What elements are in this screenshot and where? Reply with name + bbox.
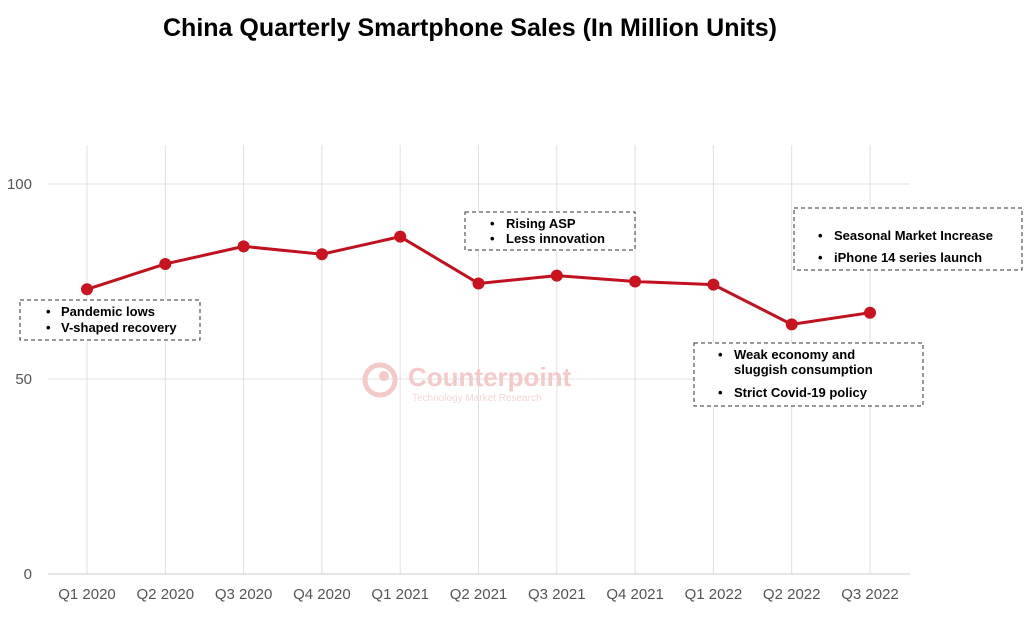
x-tick-label: Q3 2022: [841, 586, 899, 603]
y-tick-label: 100: [7, 176, 32, 193]
data-point: [394, 230, 407, 243]
x-tick-label: Q2 2020: [137, 586, 195, 603]
data-point: [864, 306, 876, 319]
x-tick-label: Q4 2021: [606, 586, 664, 603]
annotation-bullet: •: [490, 216, 495, 231]
annotation-bullet: •: [718, 347, 723, 362]
x-tick-label: Q2 2022: [763, 586, 821, 603]
data-point: [159, 257, 172, 270]
watermark-brand: Counterpoint: [408, 362, 572, 392]
x-axis: Q1 2020 Q2 2020 Q3 2020 Q4 2020 Q1 2021 Q2 20…: [58, 586, 899, 603]
annotation-pandemic: • Pandemic lows • V-shaped recovery: [19, 299, 201, 341]
x-tick-label: Q4 2020: [293, 586, 351, 603]
annotation-seasonal: • Seasonal Market Increase • iPhone 14 s…: [793, 207, 1023, 271]
x-tick-label: Q1 2020: [58, 586, 116, 603]
annotation-line: Less innovation: [506, 231, 605, 246]
annotation-line: Pandemic lows: [61, 304, 155, 319]
annotation-bullet: •: [818, 228, 823, 243]
chart-title: China Quarterly Smartphone Sales (In Mil…: [163, 14, 777, 42]
data-point: [550, 269, 563, 282]
y-tick-label: 0: [24, 566, 32, 583]
annotation-line: V-shaped recovery: [61, 320, 177, 335]
x-tick-label: Q2 2021: [450, 586, 508, 603]
data-point: [472, 277, 485, 290]
annotation-bullet: •: [46, 304, 51, 319]
annotation-bullet: •: [46, 320, 51, 335]
annotation-line: Seasonal Market Increase: [834, 228, 993, 243]
data-point: [785, 318, 798, 331]
annotation-economy: • Weak economy and sluggish consumption …: [693, 342, 924, 407]
x-tick-label: Q3 2020: [215, 586, 273, 603]
watermark: Counterpoint Technology Market Research: [362, 362, 572, 404]
y-axis: 0 50 100: [7, 176, 32, 583]
data-point: [81, 283, 93, 296]
x-tick-label: Q1 2022: [685, 586, 743, 603]
annotation-line: Weak economy and: [734, 347, 855, 362]
x-tick-label: Q1 2021: [371, 586, 429, 603]
counterpoint-logo-icon: [362, 362, 398, 398]
data-point: [315, 248, 328, 261]
series: [81, 230, 876, 331]
annotation-line: sluggish consumption: [734, 362, 873, 377]
watermark-tagline: Technology Market Research: [412, 393, 542, 404]
x-tick-label: Q3 2021: [528, 586, 586, 603]
annotation-bullet: •: [490, 231, 495, 246]
data-point: [237, 240, 250, 253]
annotation-bullet: •: [718, 385, 723, 400]
annotation-line: Rising ASP: [506, 216, 576, 231]
annotation-line: iPhone 14 series launch: [834, 250, 982, 265]
y-tick-label: 50: [15, 371, 32, 388]
annotation-asp: • Rising ASP • Less innovation: [464, 211, 636, 251]
data-point: [629, 275, 642, 288]
data-point: [707, 278, 720, 291]
annotation-bullet: •: [818, 250, 823, 265]
annotation-line: Strict Covid-19 policy: [734, 385, 868, 400]
